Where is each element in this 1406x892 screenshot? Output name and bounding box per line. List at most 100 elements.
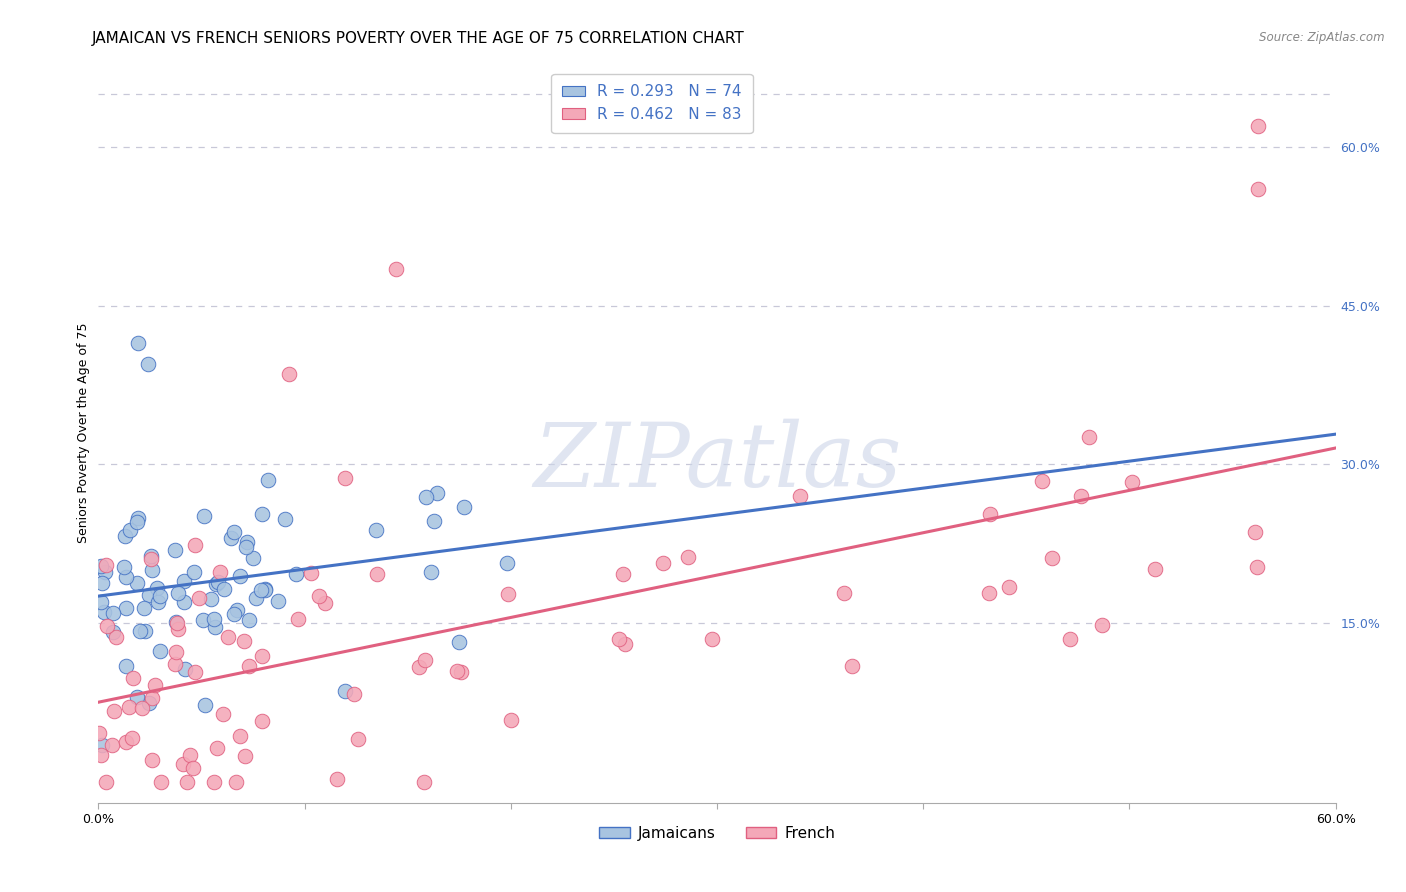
Point [129,624,152,639]
Point [229,569,252,583]
Point [284,567,307,582]
Point [496,587,519,601]
Point [136,357,159,371]
Point [193,613,215,627]
Point [103,625,125,640]
Point [415,490,437,504]
Point [250,507,273,521]
Point [1246,560,1268,574]
Point [146,581,169,595]
Point [188,591,211,606]
Point [90,576,112,591]
Point [1144,562,1167,576]
Text: Source: ZipAtlas.com: Source: ZipAtlas.com [1260,31,1385,45]
Point [245,591,267,605]
Point [103,606,125,620]
Point [326,772,349,786]
Point [453,500,475,514]
Point [122,671,145,685]
Point [652,556,675,570]
Point [173,595,195,609]
Point [841,659,863,673]
Point [131,700,153,714]
Point [183,665,205,680]
Point [423,514,446,528]
Point [114,659,136,673]
Point [165,644,187,658]
Point [148,594,170,608]
Point [194,698,217,713]
Legend: Jamaicans, French: Jamaicans, French [593,820,841,847]
Point [607,632,630,646]
Point [200,592,222,607]
Point [267,593,290,607]
Point [343,687,366,701]
Point [103,704,125,718]
Point [141,549,163,563]
Point [114,570,136,584]
Point [93,606,115,620]
Y-axis label: Seniors Poverty Over the Age of 75: Seniors Poverty Over the Age of 75 [77,322,90,543]
Point [165,615,187,629]
Point [250,714,273,729]
Point [226,603,249,617]
Point [204,620,226,634]
Point [193,508,215,523]
Point [114,529,136,543]
Point [385,261,408,276]
Point [90,558,112,573]
Point [278,368,301,382]
Point [149,643,172,657]
Point [347,732,370,747]
Point [224,524,246,539]
Point [412,774,434,789]
Point [93,565,115,579]
Point [143,678,166,692]
Point [118,700,141,714]
Point [207,574,229,589]
Point [979,507,1001,521]
Point [217,631,239,645]
Point [184,538,207,552]
Point [115,601,138,615]
Point [253,582,276,597]
Point [173,662,195,676]
Point [1121,475,1143,490]
Point [678,550,700,565]
Point [127,335,149,350]
Point [181,760,204,774]
Point [163,657,186,671]
Point [299,566,322,581]
Point [228,729,250,743]
Text: JAMAICAN VS FRENCH SENIORS POVERTY OVER THE AGE OF 75 CORRELATION CHART: JAMAICAN VS FRENCH SENIORS POVERTY OVER … [91,31,744,46]
Point [221,531,243,545]
Point [94,774,117,789]
Point [176,774,198,789]
Point [242,551,264,566]
Point [166,622,188,636]
Point [222,607,245,621]
Point [141,752,163,766]
Point [205,741,228,756]
Point [90,747,112,762]
Point [446,664,468,678]
Point [1091,618,1114,632]
Point [105,630,128,644]
Point [364,523,387,537]
Point [90,738,112,752]
Point [225,774,247,789]
Point [413,653,436,667]
Point [495,557,517,571]
Point [127,511,149,525]
Point [120,523,142,537]
Point [250,582,273,597]
Point [1243,525,1265,540]
Point [149,589,172,603]
Point [232,634,254,648]
Point [274,512,297,526]
Point [141,691,163,706]
Point [254,582,277,597]
Point [138,588,160,602]
Point [212,706,235,721]
Point [1070,489,1092,503]
